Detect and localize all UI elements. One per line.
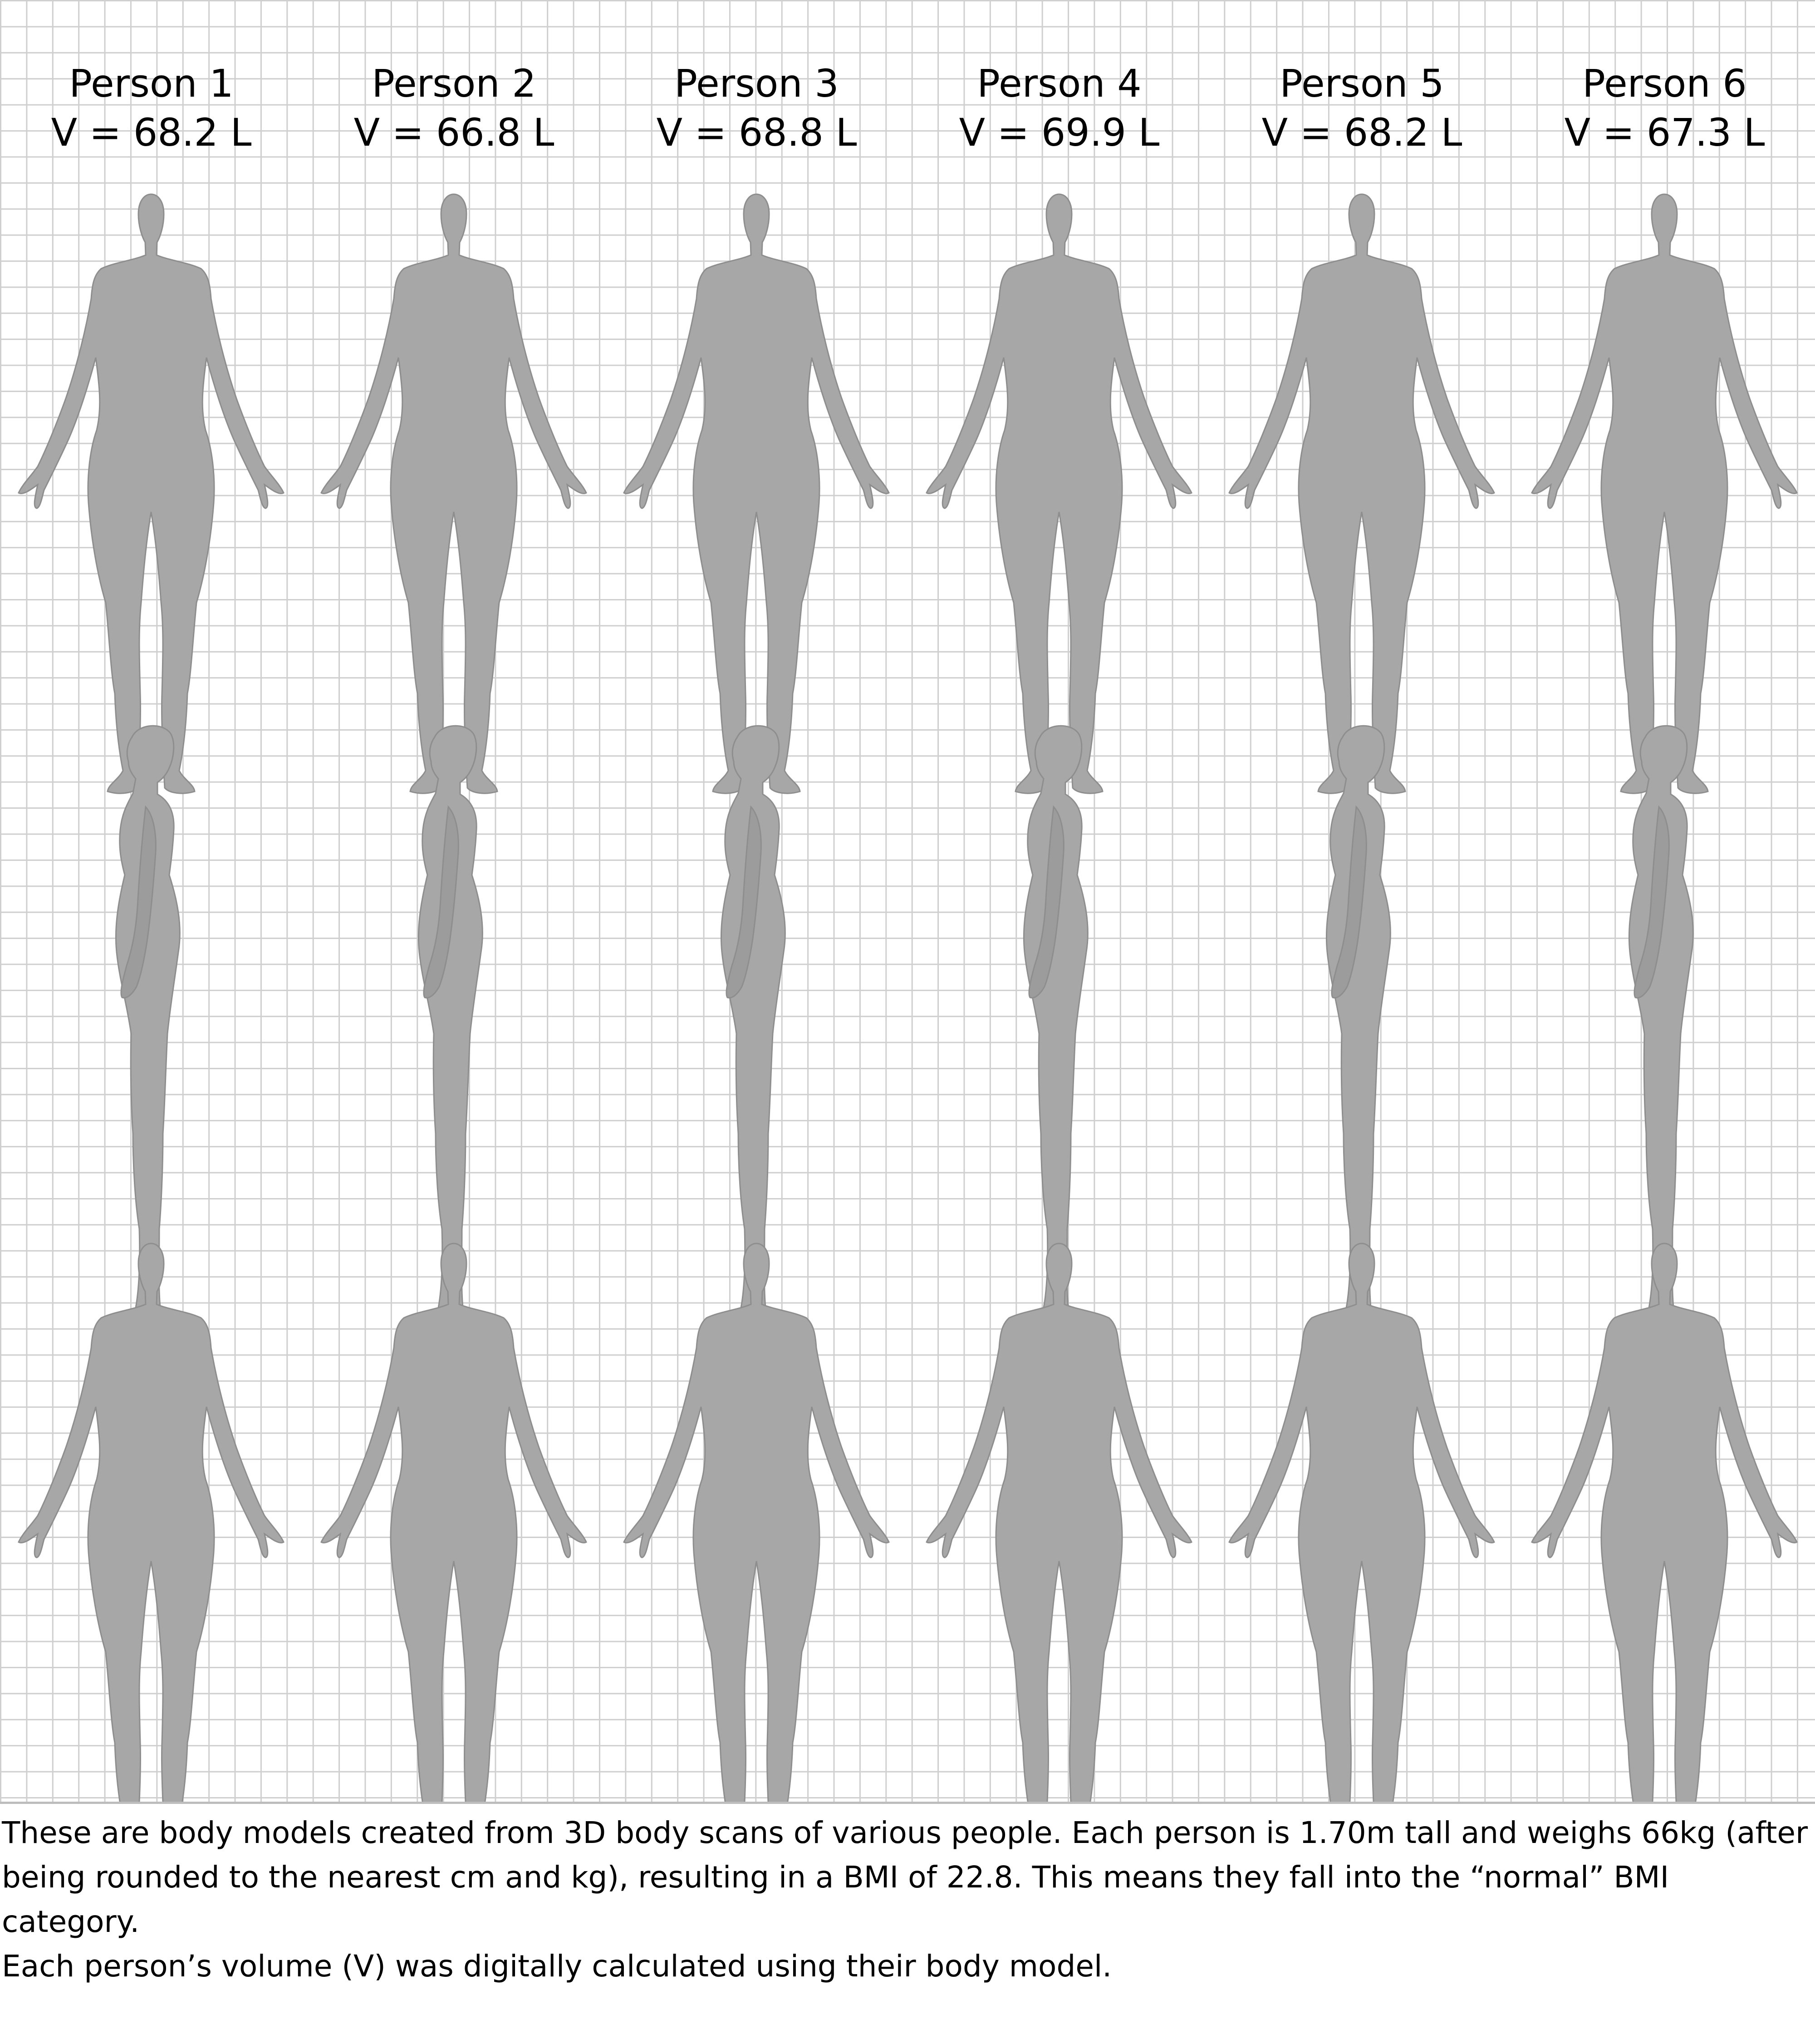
- person-2-side-view: [417, 725, 483, 1325]
- front-body-silhouette: [926, 193, 1192, 794]
- person-6-back-view: [1531, 1243, 1798, 1802]
- person-2-back-view: [320, 1243, 587, 1802]
- front-body-silhouette: [320, 193, 587, 794]
- person-3-label: Person 3 V = 68.8 L: [605, 59, 908, 157]
- person-3-front-view: [623, 193, 890, 794]
- person-name: Person 3: [674, 61, 839, 106]
- person-3-side-view: [720, 725, 786, 1325]
- person-4-side-view: [1023, 725, 1089, 1325]
- person-4-back-view: [926, 1243, 1192, 1802]
- back-body-silhouette: [1228, 1243, 1495, 1802]
- person-2-label: Person 2 V = 66.8 L: [303, 59, 605, 157]
- person-name: Person 4: [977, 61, 1142, 106]
- caption-line-1: These are body models created from 3D bo…: [2, 1815, 1808, 1850]
- person-volume: V = 68.2 L: [1261, 110, 1462, 155]
- person-1-back-view: [18, 1243, 285, 1802]
- person-volume: V = 66.8 L: [353, 110, 554, 155]
- side-arm-silhouette: [1634, 805, 1670, 999]
- person-name: Person 1: [69, 61, 234, 106]
- side-arm-silhouette: [1331, 805, 1367, 999]
- person-volume: V = 68.2 L: [51, 110, 252, 155]
- front-body-silhouette: [1531, 193, 1798, 794]
- person-name: Person 2: [372, 61, 536, 106]
- front-body-silhouette: [1228, 193, 1495, 794]
- person-volume: V = 68.8 L: [656, 110, 857, 155]
- caption: These are body models created from 3D bo…: [2, 1811, 1812, 1989]
- side-arm-silhouette: [1028, 805, 1064, 999]
- back-body-silhouette: [1531, 1243, 1798, 1802]
- person-1-side-view: [115, 725, 181, 1325]
- person-volume: V = 67.3 L: [1564, 110, 1765, 155]
- person-5-label: Person 5 V = 68.2 L: [1211, 59, 1513, 157]
- side-arm-silhouette: [423, 805, 459, 999]
- person-3-back-view: [623, 1243, 890, 1802]
- front-body-silhouette: [18, 193, 285, 794]
- person-5-front-view: [1228, 193, 1495, 794]
- caption-line-3: Each person’s volume (V) was digitally c…: [2, 1949, 1112, 1984]
- side-arm-silhouette: [120, 805, 157, 999]
- person-name: Person 5: [1280, 61, 1444, 106]
- person-1-front-view: [18, 193, 285, 794]
- side-arm-silhouette: [726, 805, 762, 999]
- person-6-front-view: [1531, 193, 1798, 794]
- back-body-silhouette: [320, 1243, 587, 1802]
- person-name: Person 6: [1582, 61, 1747, 106]
- person-6-side-view: [1628, 725, 1694, 1325]
- front-body-silhouette: [623, 193, 890, 794]
- back-body-silhouette: [926, 1243, 1192, 1802]
- back-body-silhouette: [623, 1243, 890, 1802]
- person-2-front-view: [320, 193, 587, 794]
- grid-background: [0, 0, 1815, 1804]
- person-volume: V = 69.9 L: [959, 110, 1160, 155]
- body-models: [18, 193, 1798, 1802]
- person-4-label: Person 4 V = 69.9 L: [908, 59, 1211, 157]
- person-6-label: Person 6 V = 67.3 L: [1513, 59, 1815, 157]
- caption-line-2: being rounded to the nearest cm and kg),…: [2, 1860, 1669, 1939]
- back-body-silhouette: [18, 1243, 285, 1802]
- person-4-front-view: [926, 193, 1192, 794]
- person-5-side-view: [1325, 725, 1391, 1325]
- person-1-label: Person 1 V = 68.2 L: [0, 59, 303, 157]
- person-5-back-view: [1228, 1243, 1495, 1802]
